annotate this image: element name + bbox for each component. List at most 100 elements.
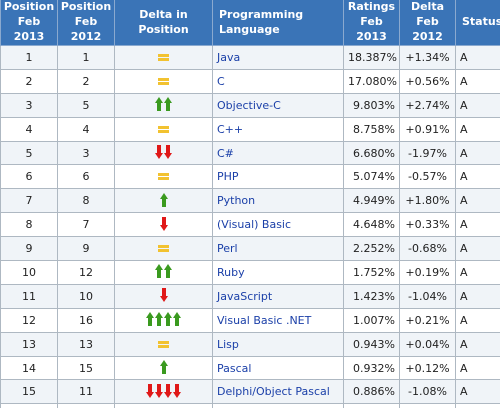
delta-cell: +0.19% bbox=[399, 260, 456, 285]
delta-position-cell bbox=[114, 116, 213, 142]
header-ratings[interactable]: Ratings Feb 2013 bbox=[343, 0, 400, 46]
delta-cell: -1.97% bbox=[399, 140, 456, 166]
up-arrow-icon bbox=[159, 192, 168, 207]
status-cell: A bbox=[455, 164, 500, 190]
status-cell: A bbox=[455, 116, 500, 142]
status-cell: A bbox=[455, 403, 500, 408]
delta-position-cell bbox=[114, 403, 213, 408]
position-2012-cell: 11 bbox=[57, 379, 115, 405]
header-row: Position Feb 2013 Position Feb 2012 Delt… bbox=[0, 0, 500, 46]
rating-cell: 17.080% bbox=[343, 68, 400, 94]
rating-cell: 2.252% bbox=[343, 236, 400, 262]
up-arrow-icon bbox=[155, 312, 163, 327]
equal-icon bbox=[158, 49, 169, 65]
delta-cell: +1.34% bbox=[399, 45, 456, 70]
down-arrow-icon bbox=[159, 288, 168, 303]
status-cell: A bbox=[455, 45, 500, 70]
header-position-2013[interactable]: Position Feb 2013 bbox=[0, 0, 58, 46]
up-arrow-icon bbox=[155, 96, 172, 112]
position-2012-cell: 4 bbox=[57, 116, 115, 142]
down-arrow-icon bbox=[159, 216, 168, 231]
down-arrow-icon bbox=[173, 383, 181, 398]
up-arrow-icon bbox=[155, 264, 163, 279]
delta-position-cell bbox=[114, 307, 213, 333]
status-cell: A bbox=[455, 140, 500, 166]
down-arrow-icon bbox=[146, 383, 181, 399]
position-2013-cell: 6 bbox=[0, 164, 58, 190]
language-link[interactable]: Visual Basic .NET bbox=[212, 307, 344, 333]
up-arrow-icon bbox=[146, 312, 154, 327]
status-cell: A bbox=[455, 307, 500, 333]
table-row: 12 16 Visual Basic .NET 1.007% +0.21% A bbox=[0, 307, 500, 333]
position-2012-cell: 15 bbox=[57, 355, 115, 381]
table-row: 7 8 Python 4.949% +1.80% A bbox=[0, 188, 500, 214]
position-2012-cell: 14 bbox=[57, 403, 115, 408]
down-arrow-icon bbox=[164, 383, 172, 398]
language-link[interactable]: Transact-SQL bbox=[212, 403, 344, 408]
language-link[interactable]: C++ bbox=[212, 116, 344, 142]
equal-icon bbox=[158, 73, 169, 89]
delta-position-cell bbox=[114, 68, 213, 94]
language-link[interactable]: C# bbox=[212, 140, 344, 166]
table-row: 1 1 Java 18.387% +1.34% A bbox=[0, 45, 500, 70]
rating-cell: 18.387% bbox=[343, 45, 400, 70]
status-cell: A bbox=[455, 379, 500, 405]
rating-cell: 4.648% bbox=[343, 212, 400, 238]
table-row: 1614 Transact-SQL0.773%-0.07%A bbox=[0, 403, 500, 408]
delta-position-cell bbox=[114, 260, 213, 285]
language-link[interactable]: Pascal bbox=[212, 355, 344, 381]
language-link[interactable]: Java bbox=[212, 45, 344, 70]
rating-cell: 0.943% bbox=[343, 331, 400, 357]
rating-cell: 0.886% bbox=[343, 379, 400, 405]
delta-cell: +0.33% bbox=[399, 212, 456, 238]
language-link[interactable]: (Visual) Basic bbox=[212, 212, 344, 238]
up-arrow-icon bbox=[173, 312, 181, 327]
status-cell: A bbox=[455, 212, 500, 238]
equal-icon bbox=[158, 125, 169, 133]
language-link[interactable]: Ruby bbox=[212, 260, 344, 285]
up-arrow-icon bbox=[159, 360, 168, 375]
rating-cell: 0.773% bbox=[343, 403, 400, 408]
equal-icon bbox=[158, 121, 169, 137]
status-cell: A bbox=[455, 236, 500, 262]
delta-position-cell bbox=[114, 92, 213, 118]
delta-position-cell bbox=[114, 188, 213, 214]
delta-cell: -0.07% bbox=[399, 403, 456, 408]
position-2012-cell: 2 bbox=[57, 68, 115, 94]
table-row: 9 9 Perl 2.252% -0.68% A bbox=[0, 236, 500, 262]
language-link[interactable]: PHP bbox=[212, 164, 344, 190]
language-link[interactable]: Delphi/Object Pascal bbox=[212, 379, 344, 405]
status-cell: A bbox=[455, 283, 500, 309]
header-language[interactable]: Programming Language bbox=[212, 0, 344, 46]
delta-cell: -1.04% bbox=[399, 283, 456, 309]
language-link[interactable]: JavaScript bbox=[212, 283, 344, 309]
header-delta-position[interactable]: Delta in Position bbox=[114, 0, 213, 46]
down-arrow-icon bbox=[164, 145, 172, 159]
status-cell: A bbox=[455, 92, 500, 118]
table-row: 13 13 Lisp 0.943% +0.04% A bbox=[0, 331, 500, 357]
position-2012-cell: 16 bbox=[57, 307, 115, 333]
equal-icon bbox=[158, 241, 169, 257]
language-link[interactable]: Python bbox=[212, 188, 344, 214]
position-2012-cell: 6 bbox=[57, 164, 115, 190]
rating-cell: 1.423% bbox=[343, 283, 400, 309]
language-link[interactable]: Lisp bbox=[212, 331, 344, 357]
header-delta[interactable]: Delta Feb 2012 bbox=[399, 0, 456, 46]
header-position-2012[interactable]: Position Feb 2012 bbox=[57, 0, 115, 46]
position-2013-cell: 13 bbox=[0, 331, 58, 357]
header-status[interactable]: Status bbox=[455, 0, 500, 46]
position-2013-cell: 5 bbox=[0, 140, 58, 166]
status-cell: A bbox=[455, 260, 500, 285]
down-arrow-icon bbox=[159, 287, 168, 303]
down-arrow-icon bbox=[155, 383, 163, 398]
position-2013-cell: 10 bbox=[0, 260, 58, 285]
language-link[interactable]: Objective-C bbox=[212, 92, 344, 118]
status-cell: A bbox=[455, 355, 500, 381]
language-link[interactable]: C bbox=[212, 68, 344, 94]
delta-position-cell bbox=[114, 355, 213, 381]
language-link[interactable]: Perl bbox=[212, 236, 344, 262]
rating-cell: 5.074% bbox=[343, 164, 400, 190]
delta-position-cell bbox=[114, 140, 213, 166]
table-row: 3 5 Objective-C 9.803% +2.74% A bbox=[0, 92, 500, 118]
